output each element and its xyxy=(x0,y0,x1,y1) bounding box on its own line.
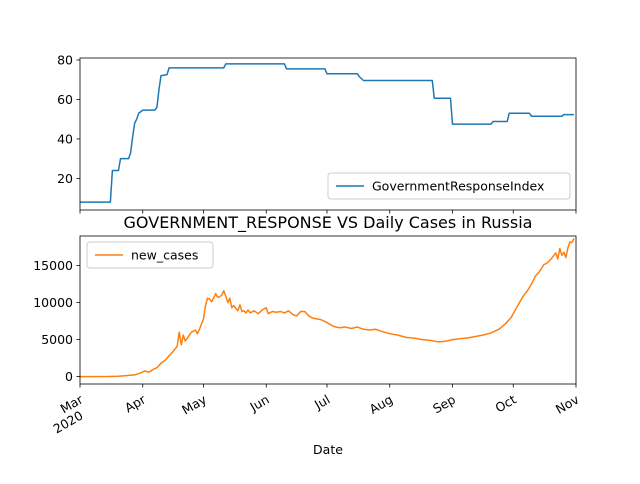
legend-label: GovernmentResponseIndex xyxy=(372,179,544,194)
axes-frame xyxy=(79,235,577,385)
y-tick-label: 80 xyxy=(57,52,73,67)
legend-label: new_cases xyxy=(131,248,198,263)
x-tick-label: Oct xyxy=(493,392,519,416)
legend-box xyxy=(327,172,571,200)
bottom-axes: 0 5000 10000 15000 GOVERNMENT_RESPONSE VS Da… xyxy=(33,213,582,457)
chart-title: GOVERNMENT_RESPONSE VS Daily Cases in Ru… xyxy=(124,213,533,233)
x-tick-label: May xyxy=(179,391,209,417)
series-line-new-cases xyxy=(79,237,575,378)
y-tick-label: 40 xyxy=(57,131,73,146)
y-tick-label: 15000 xyxy=(33,258,73,273)
y-tick-label: 0 xyxy=(65,369,73,384)
y-tick-label: 60 xyxy=(57,92,73,107)
x-tick-label: Aug xyxy=(367,392,396,417)
y-tick-label: 20 xyxy=(57,171,73,186)
series-line-governmentresponseindex xyxy=(80,63,574,203)
axes-frame xyxy=(79,57,577,211)
x-axis-label: Date xyxy=(313,442,343,457)
top-axes: 20 40 60 80 GovernmentResponseIndex xyxy=(57,52,577,214)
y-tick-label: 5000 xyxy=(41,332,73,347)
legend-box xyxy=(86,241,214,269)
x-tick-label: Nov xyxy=(553,391,582,416)
x-tick-label: Sep xyxy=(430,392,458,417)
x-tick-label: Jul xyxy=(311,392,332,413)
y-tick-label: 10000 xyxy=(33,295,73,310)
x-tick-label: Jun xyxy=(246,392,271,415)
x-tick-label: Apr xyxy=(122,391,149,415)
